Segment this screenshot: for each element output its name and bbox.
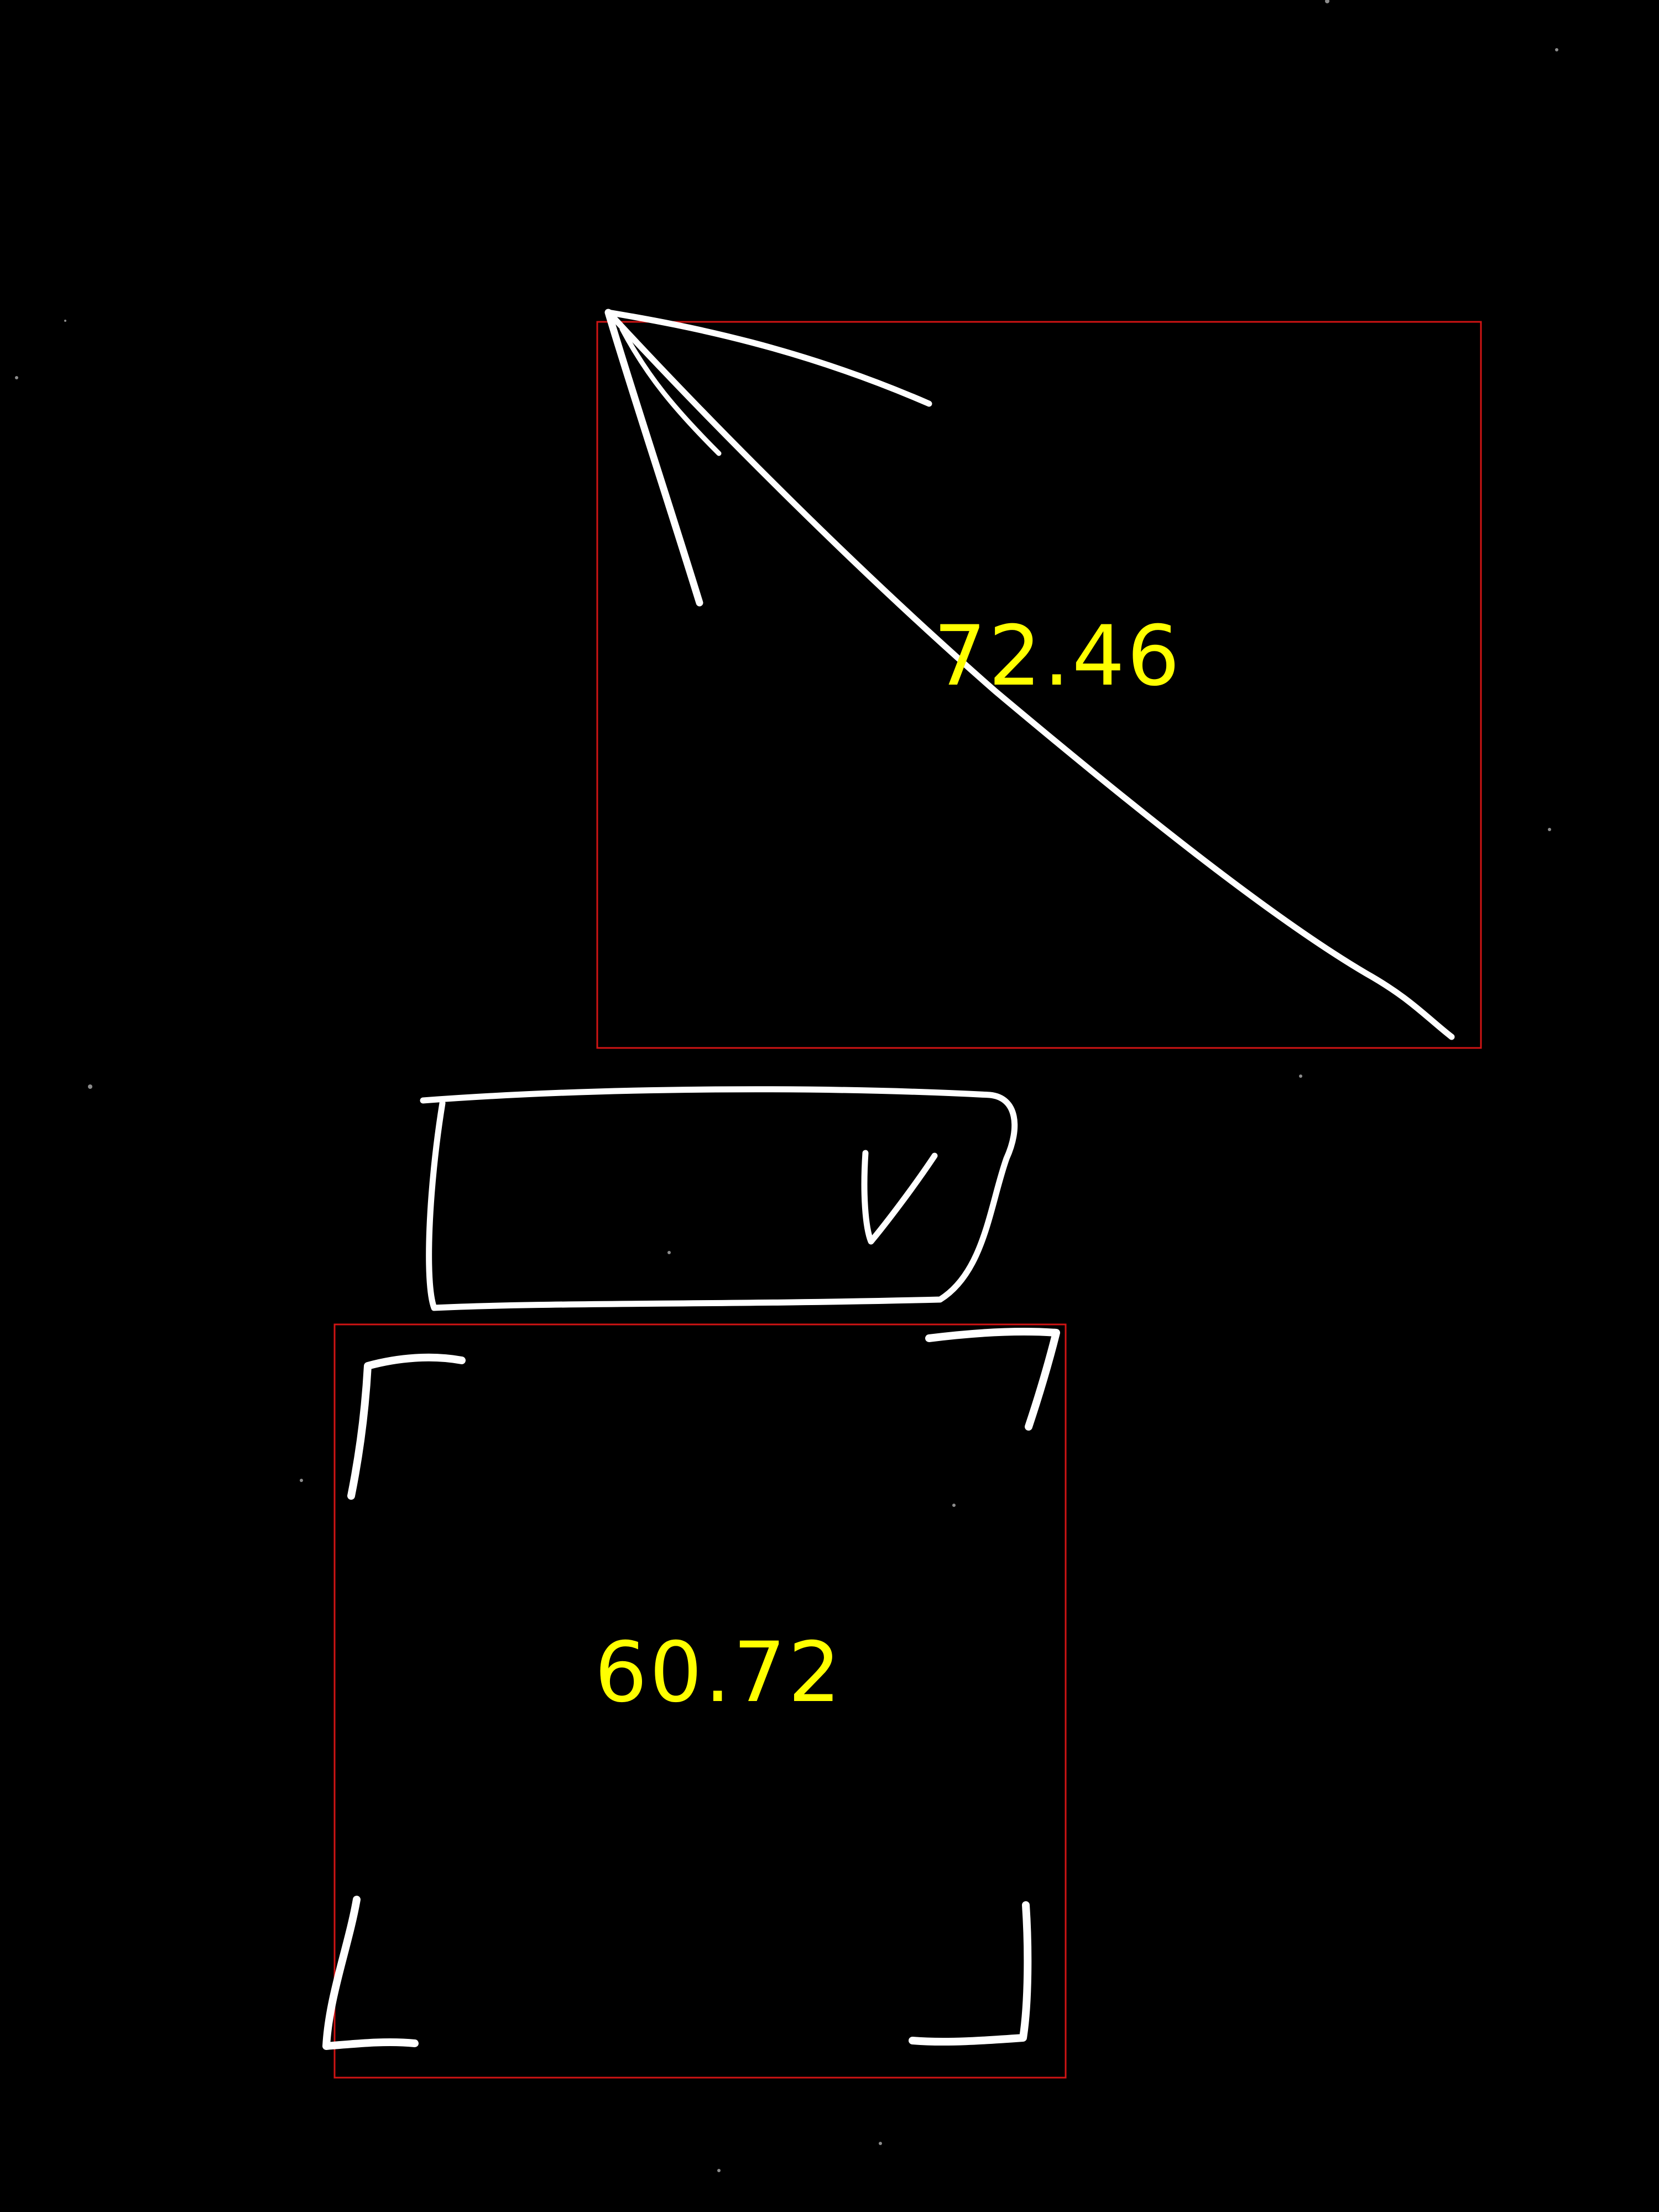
detection-box-arrow	[596, 321, 1482, 1049]
detection-score-arrow: 72.46	[933, 608, 1182, 705]
background-noise	[15, 0, 1558, 2172]
fullscreen-corners-icon	[322, 1328, 1060, 2050]
detection-box-expand	[333, 1323, 1067, 2079]
dropdown-chevron-icon	[420, 1086, 1018, 1311]
arrow-up-left-icon	[604, 309, 1455, 1040]
detection-score-expand: 60.72	[594, 1625, 843, 1721]
